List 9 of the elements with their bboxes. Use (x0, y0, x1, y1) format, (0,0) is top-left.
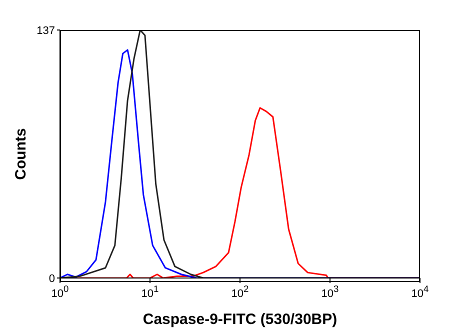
x-tick-label: 10$^{1}$ (141, 284, 159, 300)
x-tick-label: 10$^{4}$ (411, 284, 429, 300)
y-tick-label: 0 (48, 273, 55, 285)
x-tick-label: 10$^{3}$ (321, 284, 339, 300)
y-tick-label: 137 (36, 25, 55, 37)
x-axis-title: Caspase-9-FITC (530/30BP) (142, 311, 338, 328)
x-tick-label: 10$^{2}$ (231, 284, 249, 300)
y-axis-title: Counts (12, 128, 30, 180)
x-tick-label: 10$^{0}$ (51, 284, 69, 300)
